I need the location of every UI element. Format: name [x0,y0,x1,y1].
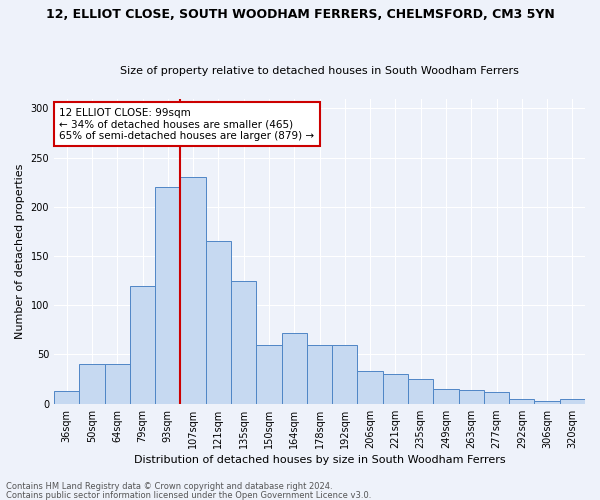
Bar [358,371,383,404]
Text: Contains public sector information licensed under the Open Government Licence v3: Contains public sector information licen… [6,490,371,500]
Y-axis label: Number of detached properties: Number of detached properties [15,164,25,339]
Bar [332,344,358,404]
Bar [383,374,408,404]
Bar [104,364,130,404]
Text: 12, ELLIOT CLOSE, SOUTH WOODHAM FERRERS, CHELMSFORD, CM3 5YN: 12, ELLIOT CLOSE, SOUTH WOODHAM FERRERS,… [46,8,554,20]
Bar [281,333,307,404]
Bar [181,178,206,404]
Bar [509,399,535,404]
Bar [535,400,560,404]
Text: Contains HM Land Registry data © Crown copyright and database right 2024.: Contains HM Land Registry data © Crown c… [6,482,332,491]
Bar [231,280,256,404]
Bar [206,242,231,404]
Bar [484,392,509,404]
Bar [408,379,433,404]
Bar [307,344,332,404]
Bar [155,187,181,404]
Bar [79,364,104,404]
Bar [433,389,458,404]
Text: 12 ELLIOT CLOSE: 99sqm
← 34% of detached houses are smaller (465)
65% of semi-de: 12 ELLIOT CLOSE: 99sqm ← 34% of detached… [59,108,314,141]
Bar [54,391,79,404]
Bar [256,344,281,404]
Title: Size of property relative to detached houses in South Woodham Ferrers: Size of property relative to detached ho… [120,66,519,76]
Bar [560,399,585,404]
X-axis label: Distribution of detached houses by size in South Woodham Ferrers: Distribution of detached houses by size … [134,455,505,465]
Bar [458,390,484,404]
Bar [130,286,155,404]
